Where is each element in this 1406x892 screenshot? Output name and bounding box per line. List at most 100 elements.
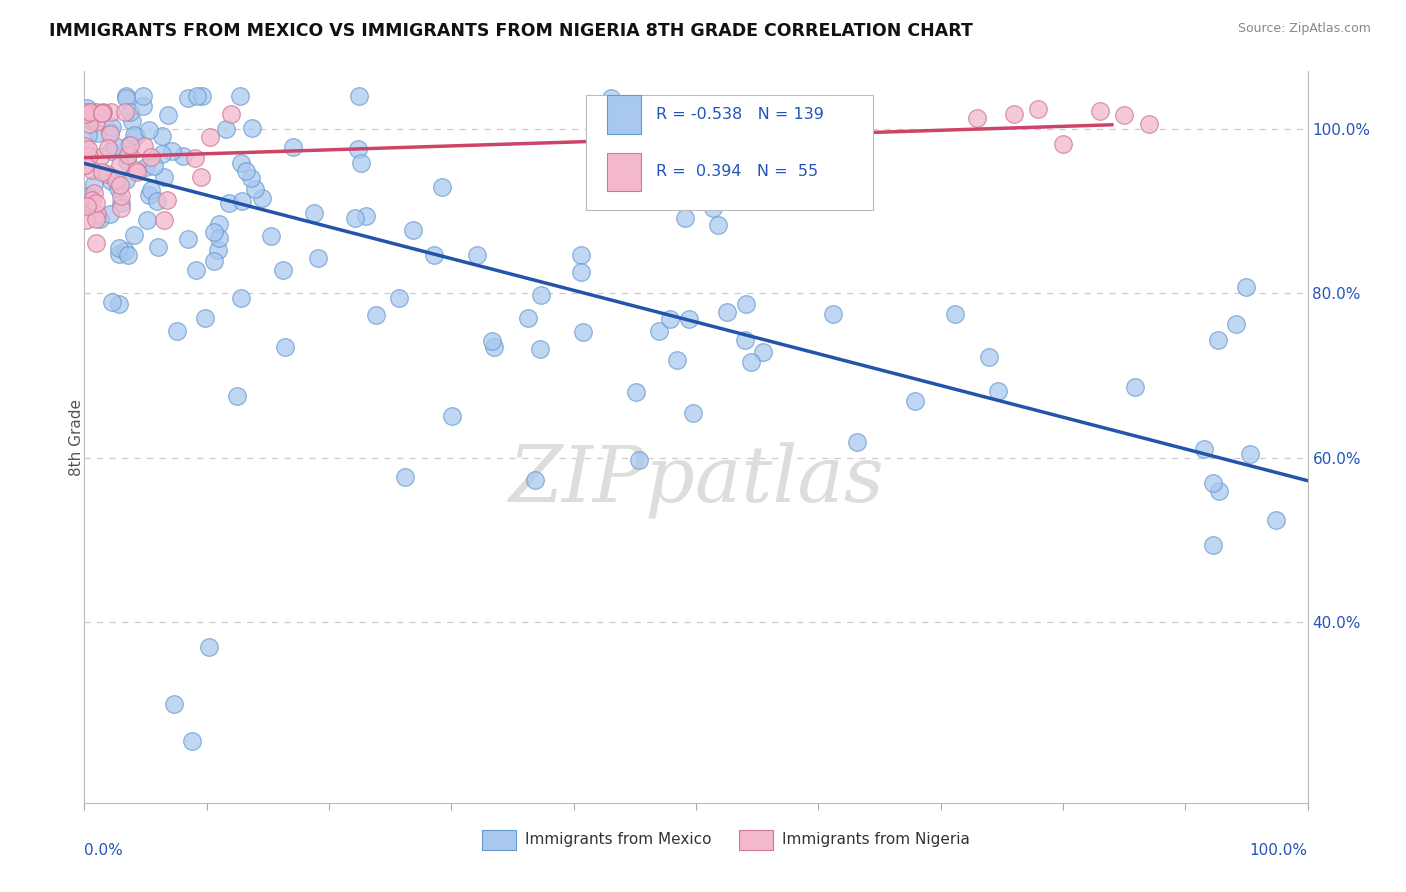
Point [235, 164, 257, 178]
Point [191, 89, 214, 103]
Point [966, 111, 988, 125]
Point [138, 122, 160, 136]
Point [271, 263, 294, 277]
Point [131, 99, 153, 113]
Point [177, 232, 200, 246]
FancyBboxPatch shape [738, 830, 773, 850]
Point [105, 173, 128, 187]
Point [75, 105, 97, 120]
Point [104, 139, 127, 153]
Point [751, 345, 773, 359]
Point [524, 474, 547, 488]
Point [943, 307, 966, 321]
Point [84, 105, 107, 120]
Point [904, 393, 927, 408]
Point [219, 107, 242, 121]
Point [1002, 107, 1025, 121]
Point [77, 149, 100, 163]
Point [100, 105, 122, 120]
Point [73, 158, 96, 172]
Point [1052, 136, 1074, 151]
Text: R =  0.394   N =  55: R = 0.394 N = 55 [655, 164, 818, 179]
Point [110, 189, 132, 203]
Point [354, 209, 377, 223]
Point [76, 188, 98, 202]
Point [75, 139, 97, 153]
Point [207, 243, 229, 257]
Point [229, 156, 252, 170]
Point [97, 141, 120, 155]
Point [146, 194, 169, 208]
Point [83, 177, 105, 191]
Point [846, 435, 869, 450]
Point [184, 263, 207, 277]
Point [75, 107, 97, 121]
Text: R = -0.538   N = 139: R = -0.538 N = 139 [655, 107, 824, 122]
Text: ZIPpatlas: ZIPpatlas [508, 442, 884, 519]
Point [91, 105, 114, 120]
FancyBboxPatch shape [606, 153, 641, 191]
Point [1028, 102, 1050, 116]
Point [482, 340, 505, 354]
Point [118, 137, 141, 152]
Point [89, 150, 111, 164]
Point [734, 333, 756, 347]
Point [132, 139, 155, 153]
Point [226, 389, 249, 403]
Point [364, 308, 387, 322]
Point [115, 91, 138, 105]
Point [740, 355, 762, 369]
Point [465, 248, 488, 262]
Point [734, 297, 756, 311]
Point [150, 128, 173, 143]
Point [1201, 476, 1223, 491]
Point [218, 196, 240, 211]
Point [659, 312, 682, 326]
Point [166, 324, 188, 338]
Point [177, 90, 200, 104]
Point [117, 148, 139, 162]
Point [108, 297, 131, 311]
Point [101, 120, 124, 135]
Text: IMMIGRANTS FROM MEXICO VS IMMIGRANTS FROM NIGERIA 8TH GRADE CORRELATION CHART: IMMIGRANTS FROM MEXICO VS IMMIGRANTS FRO… [49, 22, 973, 40]
Point [124, 128, 146, 143]
Point [229, 291, 252, 305]
Text: Immigrants from Nigeria: Immigrants from Nigeria [782, 832, 970, 847]
Point [77, 111, 100, 125]
Point [91, 106, 114, 120]
Point [626, 385, 648, 400]
Point [202, 254, 225, 268]
Point [347, 142, 370, 156]
Point [76, 191, 98, 205]
Point [1225, 317, 1247, 331]
Point [1088, 103, 1111, 118]
Text: 0.0%: 0.0% [84, 843, 124, 858]
Point [274, 340, 297, 354]
Point [231, 194, 253, 208]
Point [80, 163, 103, 178]
Point [260, 229, 283, 244]
Point [153, 169, 176, 184]
Point [208, 217, 231, 231]
Point [571, 325, 593, 339]
Point [481, 334, 503, 349]
Point [530, 288, 553, 302]
Point [89, 212, 111, 227]
Point [79, 105, 101, 120]
Point [73, 158, 96, 172]
Point [157, 108, 180, 122]
Point [648, 324, 671, 338]
Point [977, 350, 1000, 364]
Point [86, 207, 108, 221]
Point [98, 128, 121, 142]
Point [163, 697, 186, 711]
Point [243, 182, 266, 196]
Point [430, 180, 453, 194]
Point [302, 205, 325, 219]
Point [343, 211, 366, 226]
Point [117, 247, 139, 261]
Point [117, 137, 139, 152]
Text: Immigrants from Mexico: Immigrants from Mexico [524, 832, 711, 847]
Point [1234, 280, 1257, 294]
Point [1265, 512, 1288, 526]
